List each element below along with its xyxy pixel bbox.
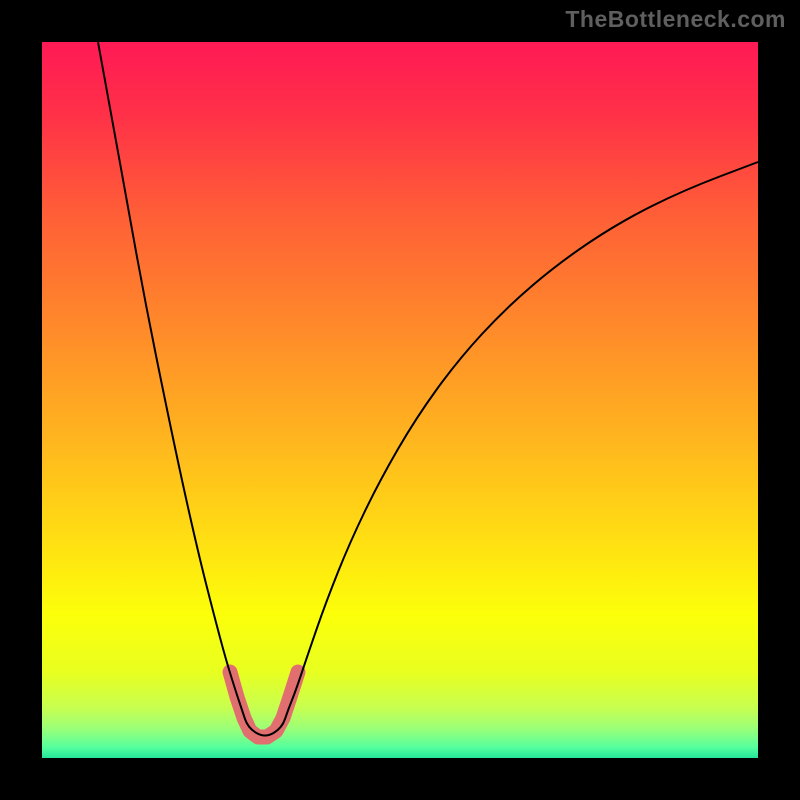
- bottleneck-chart: [0, 0, 800, 800]
- chart-container: TheBottleneck.com: [0, 0, 800, 800]
- heatmap-background: [42, 42, 758, 758]
- watermark-text: TheBottleneck.com: [565, 6, 786, 33]
